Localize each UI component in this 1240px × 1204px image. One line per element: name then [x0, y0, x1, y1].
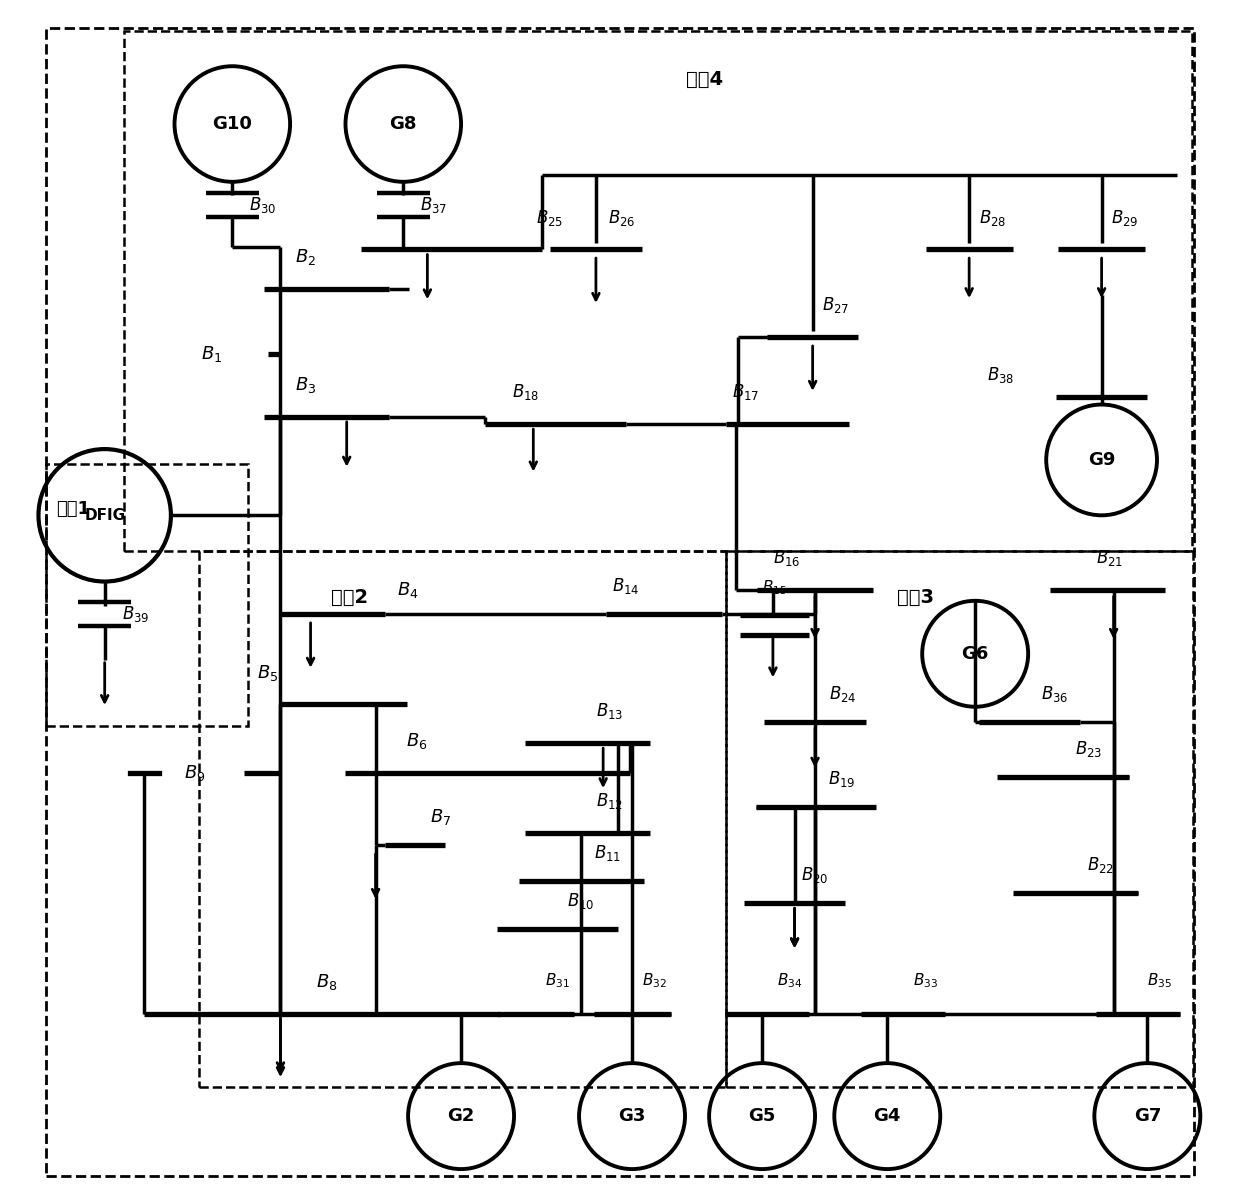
Text: G10: G10: [212, 116, 252, 132]
Text: $B_{39}$: $B_{39}$: [122, 604, 149, 624]
Text: $B_{14}$: $B_{14}$: [611, 576, 639, 596]
Text: $B_{24}$: $B_{24}$: [830, 684, 857, 704]
Text: G9: G9: [1087, 452, 1115, 468]
Text: $B_{18}$: $B_{18}$: [512, 382, 539, 402]
Text: $B_{35}$: $B_{35}$: [1147, 970, 1172, 990]
Text: $B_{3}$: $B_{3}$: [295, 374, 316, 395]
Text: $B_{2}$: $B_{2}$: [295, 247, 316, 267]
Text: $B_{33}$: $B_{33}$: [913, 970, 937, 990]
Text: $B_{32}$: $B_{32}$: [641, 970, 667, 990]
Text: G7: G7: [1133, 1108, 1161, 1125]
Text: DFIG: DFIG: [84, 508, 125, 523]
Text: $B_{4}$: $B_{4}$: [397, 579, 419, 600]
Text: $B_{9}$: $B_{9}$: [185, 763, 206, 783]
Text: $B_{7}$: $B_{7}$: [430, 807, 451, 827]
Bar: [198, 551, 725, 1087]
Bar: [124, 31, 1192, 551]
Text: $B_{12}$: $B_{12}$: [596, 791, 622, 811]
Text: $B_{20}$: $B_{20}$: [801, 864, 828, 885]
Bar: [46, 464, 248, 726]
Text: $B_{31}$: $B_{31}$: [546, 970, 570, 990]
Text: 区域2: 区域2: [331, 588, 368, 607]
Text: $B_{26}$: $B_{26}$: [608, 207, 635, 228]
Text: $B_{16}$: $B_{16}$: [773, 548, 800, 568]
Text: $B_{25}$: $B_{25}$: [536, 207, 563, 228]
Text: $B_{27}$: $B_{27}$: [822, 295, 849, 315]
Text: 区域3: 区域3: [897, 588, 934, 607]
Text: 区域4: 区域4: [686, 70, 723, 89]
Text: 区域1: 区域1: [57, 500, 91, 518]
Text: $B_{37}$: $B_{37}$: [420, 195, 448, 214]
Text: G3: G3: [619, 1108, 646, 1125]
Bar: [725, 551, 1193, 1087]
Text: $B_{30}$: $B_{30}$: [249, 195, 277, 214]
Text: G8: G8: [389, 116, 417, 132]
Text: $B_{23}$: $B_{23}$: [1075, 738, 1102, 759]
Text: G6: G6: [961, 645, 988, 662]
Text: $B_{5}$: $B_{5}$: [257, 662, 278, 683]
Text: $B_{22}$: $B_{22}$: [1087, 855, 1115, 875]
Text: $B_{10}$: $B_{10}$: [567, 891, 594, 911]
Text: G4: G4: [874, 1108, 901, 1125]
Text: $B_{28}$: $B_{28}$: [978, 207, 1006, 228]
Text: $B_{6}$: $B_{6}$: [405, 731, 428, 751]
Text: $B_{21}$: $B_{21}$: [1096, 548, 1122, 568]
Text: $B_{11}$: $B_{11}$: [594, 843, 621, 863]
Text: $B_{36}$: $B_{36}$: [1042, 684, 1069, 704]
Text: $B_{1}$: $B_{1}$: [201, 344, 223, 364]
Text: $B_{8}$: $B_{8}$: [316, 972, 337, 992]
Text: $B_{15}$: $B_{15}$: [763, 578, 787, 597]
Text: G5: G5: [749, 1108, 776, 1125]
Text: $B_{34}$: $B_{34}$: [776, 970, 802, 990]
Text: $B_{13}$: $B_{13}$: [596, 701, 624, 721]
Text: $B_{29}$: $B_{29}$: [1111, 207, 1138, 228]
Text: $B_{17}$: $B_{17}$: [732, 382, 759, 402]
Text: G2: G2: [448, 1108, 475, 1125]
Text: $B_{38}$: $B_{38}$: [987, 365, 1014, 385]
Text: $B_{19}$: $B_{19}$: [828, 768, 856, 789]
